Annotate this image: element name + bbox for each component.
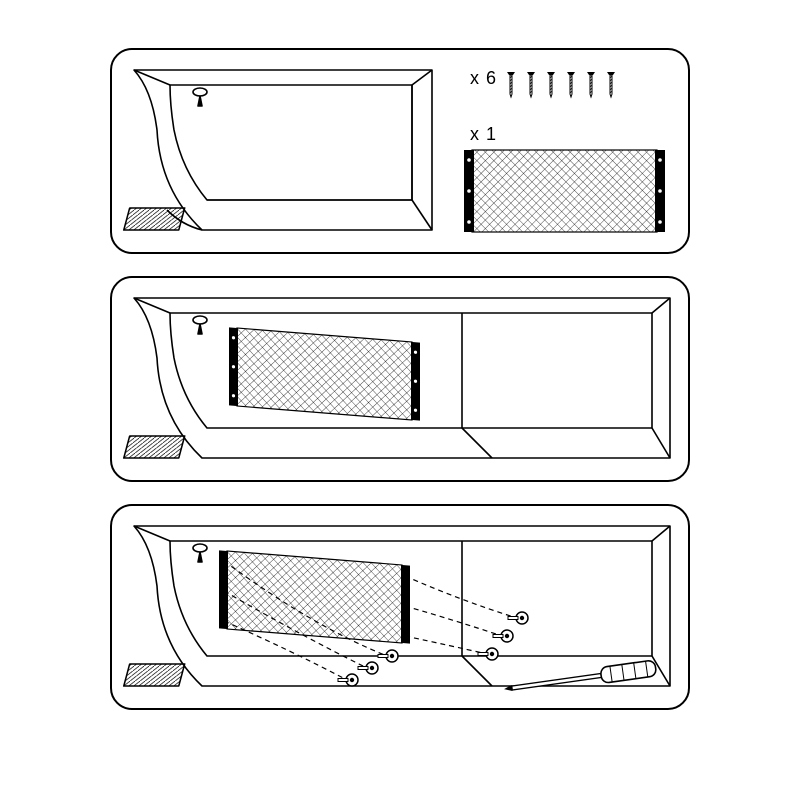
screws-group: [507, 72, 615, 97]
panel-screw-installation: [110, 504, 690, 710]
trunk-latch-icon: [193, 544, 207, 562]
trunk-latch-icon: [193, 316, 207, 334]
trunk-and-parts-svg: [112, 50, 692, 256]
trunk-net-screws-svg: [112, 506, 692, 712]
screwdriver-icon: [503, 660, 657, 697]
screw-quantity-label: x 6: [470, 68, 497, 89]
cargo-net-part: [464, 150, 665, 232]
panel-parts-overview: x 6 x 1: [110, 48, 690, 254]
trunk-illustration: [124, 70, 432, 230]
instruction-sheet: x 6 x 1: [0, 0, 800, 800]
net-quantity-label: x 1: [470, 124, 497, 145]
trunk-net-placed-svg: [112, 278, 692, 484]
cargo-net-installed: [229, 327, 420, 420]
panel-net-placement: [110, 276, 690, 482]
trunk-latch-icon: [193, 88, 207, 106]
cargo-net-installed: [219, 550, 410, 643]
